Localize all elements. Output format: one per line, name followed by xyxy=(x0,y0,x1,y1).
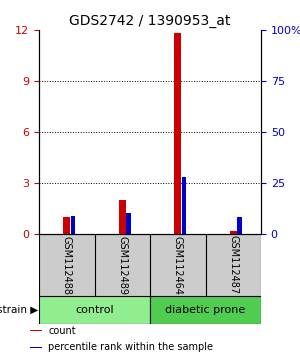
Text: count: count xyxy=(48,326,76,336)
Bar xyxy=(119,200,126,234)
Bar xyxy=(30,347,42,348)
Bar xyxy=(150,296,261,324)
Bar xyxy=(182,177,186,234)
Bar xyxy=(39,296,150,324)
Bar xyxy=(63,217,70,234)
Bar xyxy=(70,216,75,234)
Text: GSM112488: GSM112488 xyxy=(62,235,72,295)
Text: strain ▶: strain ▶ xyxy=(0,305,38,315)
Bar xyxy=(230,232,237,234)
Bar xyxy=(237,217,242,234)
Bar xyxy=(126,213,130,234)
Bar xyxy=(174,33,181,234)
Text: control: control xyxy=(75,305,114,315)
Text: GSM112487: GSM112487 xyxy=(228,235,238,295)
Text: percentile rank within the sample: percentile rank within the sample xyxy=(48,342,213,352)
Title: GDS2742 / 1390953_at: GDS2742 / 1390953_at xyxy=(69,13,231,28)
Text: diabetic prone: diabetic prone xyxy=(165,305,246,315)
Text: GSM112464: GSM112464 xyxy=(173,235,183,295)
Text: GSM112489: GSM112489 xyxy=(117,235,127,295)
Bar xyxy=(30,330,42,331)
